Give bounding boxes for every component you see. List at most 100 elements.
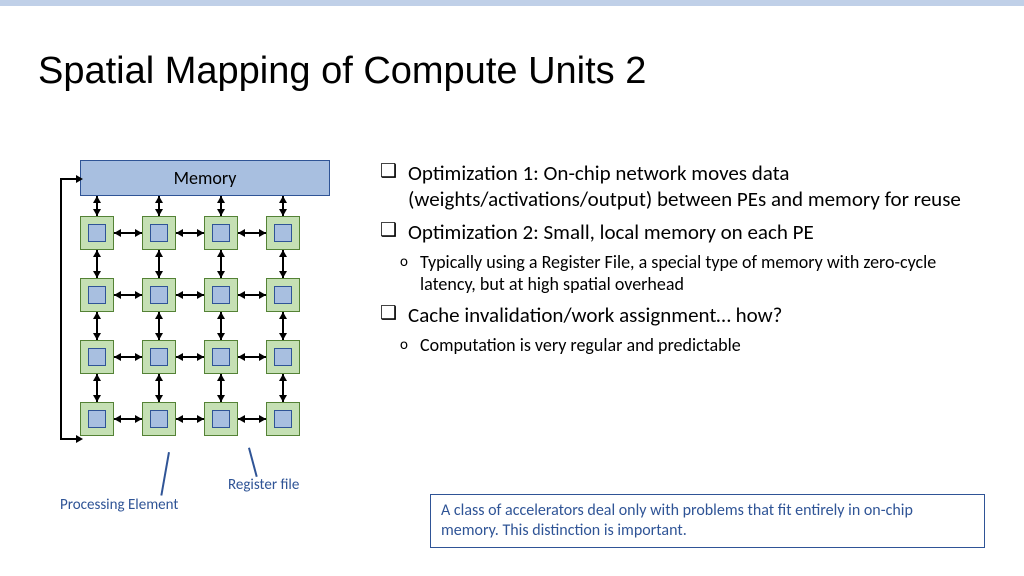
legend-processing-element: Processing Element bbox=[60, 496, 178, 514]
arrow-right-icon bbox=[197, 415, 204, 423]
arrow-left-icon bbox=[238, 291, 245, 299]
register-file bbox=[88, 348, 106, 366]
square-bullet-icon: ❑ bbox=[380, 160, 408, 213]
arrow-up-icon bbox=[93, 196, 101, 203]
arrow-up-icon bbox=[279, 196, 287, 203]
arrow-left-icon bbox=[238, 415, 245, 423]
arrow-left-icon bbox=[114, 229, 121, 237]
arrow-up-icon bbox=[217, 196, 225, 203]
arrow-right-icon bbox=[259, 415, 266, 423]
arrow-right-icon bbox=[135, 229, 142, 237]
circle-bullet-icon: o bbox=[380, 334, 420, 357]
top-stripe bbox=[0, 0, 1024, 6]
register-file bbox=[274, 286, 292, 304]
arrow-up-icon bbox=[217, 374, 225, 381]
arrow-down-icon bbox=[217, 271, 225, 278]
arrow-up-icon bbox=[93, 250, 101, 257]
feedback-arrow-bot bbox=[76, 435, 83, 443]
arrow-left-icon bbox=[176, 415, 183, 423]
arrow-down-icon bbox=[93, 333, 101, 340]
legend-line-rf bbox=[248, 448, 257, 477]
arrow-down-icon bbox=[93, 271, 101, 278]
arrow-up-icon bbox=[155, 374, 163, 381]
arrow-right-icon bbox=[259, 291, 266, 299]
arrow-down-icon bbox=[279, 209, 287, 216]
arrow-left-icon bbox=[114, 415, 121, 423]
legend-line-pe bbox=[160, 452, 169, 496]
arrow-down-icon bbox=[217, 333, 225, 340]
register-file bbox=[88, 286, 106, 304]
arrow-down-icon bbox=[217, 395, 225, 402]
memory-label: Memory bbox=[174, 167, 237, 189]
processing-element bbox=[204, 216, 238, 250]
arrow-up-icon bbox=[217, 250, 225, 257]
processing-element bbox=[80, 278, 114, 312]
bullet-text: Optimization 2: Small, local memory on e… bbox=[408, 219, 1000, 245]
arrow-right-icon bbox=[259, 353, 266, 361]
arrow-down-icon bbox=[279, 395, 287, 402]
arrow-up-icon bbox=[93, 374, 101, 381]
arrow-right-icon bbox=[135, 415, 142, 423]
legend-register-file: Register file bbox=[228, 476, 299, 494]
arrow-right-icon bbox=[197, 353, 204, 361]
arrow-down-icon bbox=[93, 209, 101, 216]
arrow-up-icon bbox=[155, 196, 163, 203]
arrow-down-icon bbox=[155, 395, 163, 402]
arrow-right-icon bbox=[135, 353, 142, 361]
register-file bbox=[150, 286, 168, 304]
arrow-up-icon bbox=[279, 312, 287, 319]
register-file bbox=[274, 410, 292, 428]
callout-box: A class of accelerators deal only with p… bbox=[430, 494, 985, 548]
bullet-item: ❑Optimization 1: On-chip network moves d… bbox=[380, 160, 1000, 213]
bullet-text: Computation is very regular and predicta… bbox=[420, 334, 1000, 357]
square-bullet-icon: ❑ bbox=[380, 302, 408, 328]
processing-element bbox=[266, 402, 300, 436]
sub-bullet-item: oComputation is very regular and predict… bbox=[380, 334, 1000, 357]
register-file bbox=[274, 224, 292, 242]
register-file bbox=[212, 224, 230, 242]
arrow-down-icon bbox=[217, 209, 225, 216]
sub-bullet-item: oTypically using a Register File, a spec… bbox=[380, 251, 1000, 296]
circle-bullet-icon: o bbox=[380, 251, 420, 296]
arrow-right-icon bbox=[259, 229, 266, 237]
processing-element bbox=[80, 402, 114, 436]
bullet-item: ❑Optimization 2: Small, local memory on … bbox=[380, 219, 1000, 245]
page-title: Spatial Mapping of Compute Units 2 bbox=[38, 50, 646, 93]
register-file bbox=[88, 224, 106, 242]
processing-element bbox=[80, 216, 114, 250]
register-file bbox=[212, 348, 230, 366]
processing-element bbox=[204, 278, 238, 312]
processing-element bbox=[142, 340, 176, 374]
feedback-line-v bbox=[60, 178, 62, 438]
processing-element bbox=[266, 340, 300, 374]
arrow-up-icon bbox=[155, 312, 163, 319]
arrow-left-icon bbox=[114, 353, 121, 361]
processing-element bbox=[142, 216, 176, 250]
bullet-text: Typically using a Register File, a speci… bbox=[420, 251, 1000, 296]
arrow-down-icon bbox=[155, 209, 163, 216]
arrow-left-icon bbox=[176, 291, 183, 299]
bullet-item: ❑Cache invalidation/work assignment… how… bbox=[380, 302, 1000, 328]
memory-box: Memory bbox=[80, 160, 330, 196]
register-file bbox=[150, 224, 168, 242]
processing-element bbox=[80, 340, 114, 374]
arrow-down-icon bbox=[279, 333, 287, 340]
arrow-down-icon bbox=[93, 395, 101, 402]
arrow-down-icon bbox=[279, 271, 287, 278]
arrow-right-icon bbox=[197, 291, 204, 299]
arrow-down-icon bbox=[155, 271, 163, 278]
register-file bbox=[212, 286, 230, 304]
arrow-up-icon bbox=[279, 374, 287, 381]
arrow-down-icon bbox=[155, 333, 163, 340]
register-file bbox=[150, 348, 168, 366]
arrow-up-icon bbox=[93, 312, 101, 319]
register-file bbox=[150, 410, 168, 428]
register-file bbox=[88, 410, 106, 428]
register-file bbox=[274, 348, 292, 366]
arrow-right-icon bbox=[197, 229, 204, 237]
arrow-left-icon bbox=[176, 229, 183, 237]
arrow-left-icon bbox=[238, 229, 245, 237]
arrow-up-icon bbox=[217, 312, 225, 319]
arrow-left-icon bbox=[238, 353, 245, 361]
bullet-list: ❑Optimization 1: On-chip network moves d… bbox=[380, 160, 1000, 363]
